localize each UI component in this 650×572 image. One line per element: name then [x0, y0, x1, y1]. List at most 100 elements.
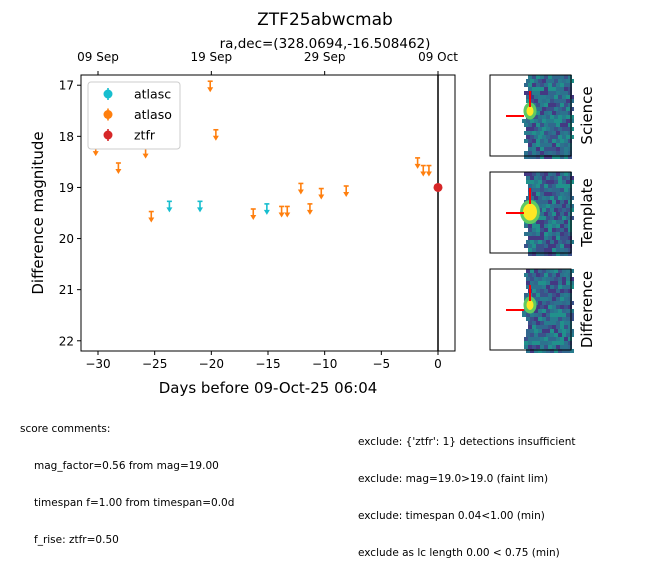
stamp-pixel: [526, 119, 530, 123]
stamp-pixel: [562, 240, 566, 244]
stamp-pixel: [548, 155, 552, 159]
y-tick-label: 21: [59, 283, 74, 297]
stamp-pixel: [564, 297, 568, 301]
stamp-pixel: [532, 147, 536, 151]
stamp-pixel: [524, 139, 528, 143]
stamp-pixel: [556, 212, 560, 216]
stamp-pixel: [542, 119, 546, 123]
stamp-pixel: [560, 87, 564, 91]
stamp-pixel: [566, 99, 570, 103]
stamp-pixel: [536, 151, 540, 155]
stamp-pixel: [556, 244, 560, 248]
stamp-pixel: [546, 115, 550, 119]
stamp-pixel: [564, 111, 568, 115]
stamp-pixel: [542, 309, 546, 313]
stamp-pixel: [536, 123, 540, 127]
stamp-pixel: [540, 155, 544, 159]
stamp-pixel: [540, 236, 544, 240]
stamp-pixel: [552, 244, 556, 248]
stamp-pixel: [534, 269, 538, 273]
stamp-pixel: [542, 216, 546, 220]
x-axis-ticks: −30 −25 −20 −15 −10 −5 0: [85, 351, 442, 371]
stamp-pixel: [552, 139, 556, 143]
stamp-pixel: [568, 212, 572, 216]
stamp-pixel: [542, 204, 546, 208]
stamp-pixel: [530, 180, 534, 184]
stamp-pixel: [534, 285, 538, 289]
stamp-pixel: [550, 135, 554, 139]
stamp-pixel: [540, 212, 544, 216]
stamp-pixel: [568, 220, 572, 224]
y-tick-label: 18: [59, 130, 74, 144]
stamp-pixel: [558, 196, 562, 200]
stamp-pixel: [538, 269, 542, 273]
stamp-pixel: [540, 345, 544, 349]
stamp-pixel: [546, 79, 550, 83]
legend-marker: [103, 130, 113, 140]
stamp-pixel: [554, 180, 558, 184]
stamp-pixel: [562, 317, 566, 321]
stamp-pixel: [528, 325, 532, 329]
stamp-pixel: [552, 236, 556, 240]
stamp-pixel: [528, 337, 532, 341]
stamp-pixel: [558, 240, 562, 244]
stamp-pixel: [552, 248, 556, 252]
stamp-pixel: [526, 79, 530, 83]
stamp-pixel: [562, 79, 566, 83]
stamp-pixel: [566, 115, 570, 119]
stamp-pixel: [564, 224, 568, 228]
stamp-pixel: [562, 176, 566, 180]
legend-marker: [103, 110, 113, 119]
stamp-pixel: [556, 337, 560, 341]
stamp-pixel: [548, 91, 552, 95]
score-comment-line: f_rise: ztfr=0.50: [34, 534, 119, 547]
stamp-pixel: [546, 196, 550, 200]
stamp-pixel: [556, 325, 560, 329]
stamp-pixel: [524, 131, 528, 135]
x-tick-label: −25: [142, 357, 167, 371]
stamp-pixel: [550, 204, 554, 208]
stamp-pixel: [550, 79, 554, 83]
stamp-pixel: [566, 95, 570, 99]
stamp-pixel: [556, 341, 560, 345]
stamp-pixel: [542, 333, 546, 337]
stamp-pixel: [530, 79, 534, 83]
stamp-pixel: [546, 313, 550, 317]
stamp-pixel: [538, 196, 542, 200]
stamp-pixel: [552, 155, 556, 159]
stamp-pixel: [528, 155, 532, 159]
stamp-pixel: [554, 115, 558, 119]
stamp-pixel: [548, 139, 552, 143]
stamp-pixel: [528, 244, 532, 248]
stamp-pixel: [526, 180, 530, 184]
stamp-pixel: [550, 317, 554, 321]
stamp-pixel: [536, 103, 540, 107]
limit-arrow: [306, 209, 313, 215]
stamp-pixel: [532, 151, 536, 155]
data-point: [433, 182, 443, 192]
limit-arrow: [297, 189, 304, 195]
source-core: [523, 203, 537, 221]
stamp-pixel: [546, 281, 550, 285]
stamp-pixel: [562, 127, 566, 131]
stamp-pixel: [536, 147, 540, 151]
stamp-pixel: [530, 285, 534, 289]
stamp-pixel: [548, 143, 552, 147]
stamp-pixel: [538, 176, 542, 180]
stamp-pixel: [532, 87, 536, 91]
stamp-pixel: [554, 269, 558, 273]
stamp-pixel: [526, 333, 530, 337]
x-tick-label: 0: [434, 357, 442, 371]
stamp-pixel: [560, 252, 564, 256]
stamp-pixel: [544, 252, 548, 256]
stamp-pixel: [534, 309, 538, 313]
stamp-pixel: [568, 273, 572, 277]
legend-label: atlasc: [134, 87, 171, 102]
stamp-pixel: [564, 252, 568, 256]
stamp-pixel: [524, 224, 528, 228]
stamp-pixel: [558, 176, 562, 180]
stamp-pixel: [534, 313, 538, 317]
stamp-pixel: [524, 244, 528, 248]
stamp-pixel: [562, 309, 566, 313]
stamp-pixel: [532, 273, 536, 277]
